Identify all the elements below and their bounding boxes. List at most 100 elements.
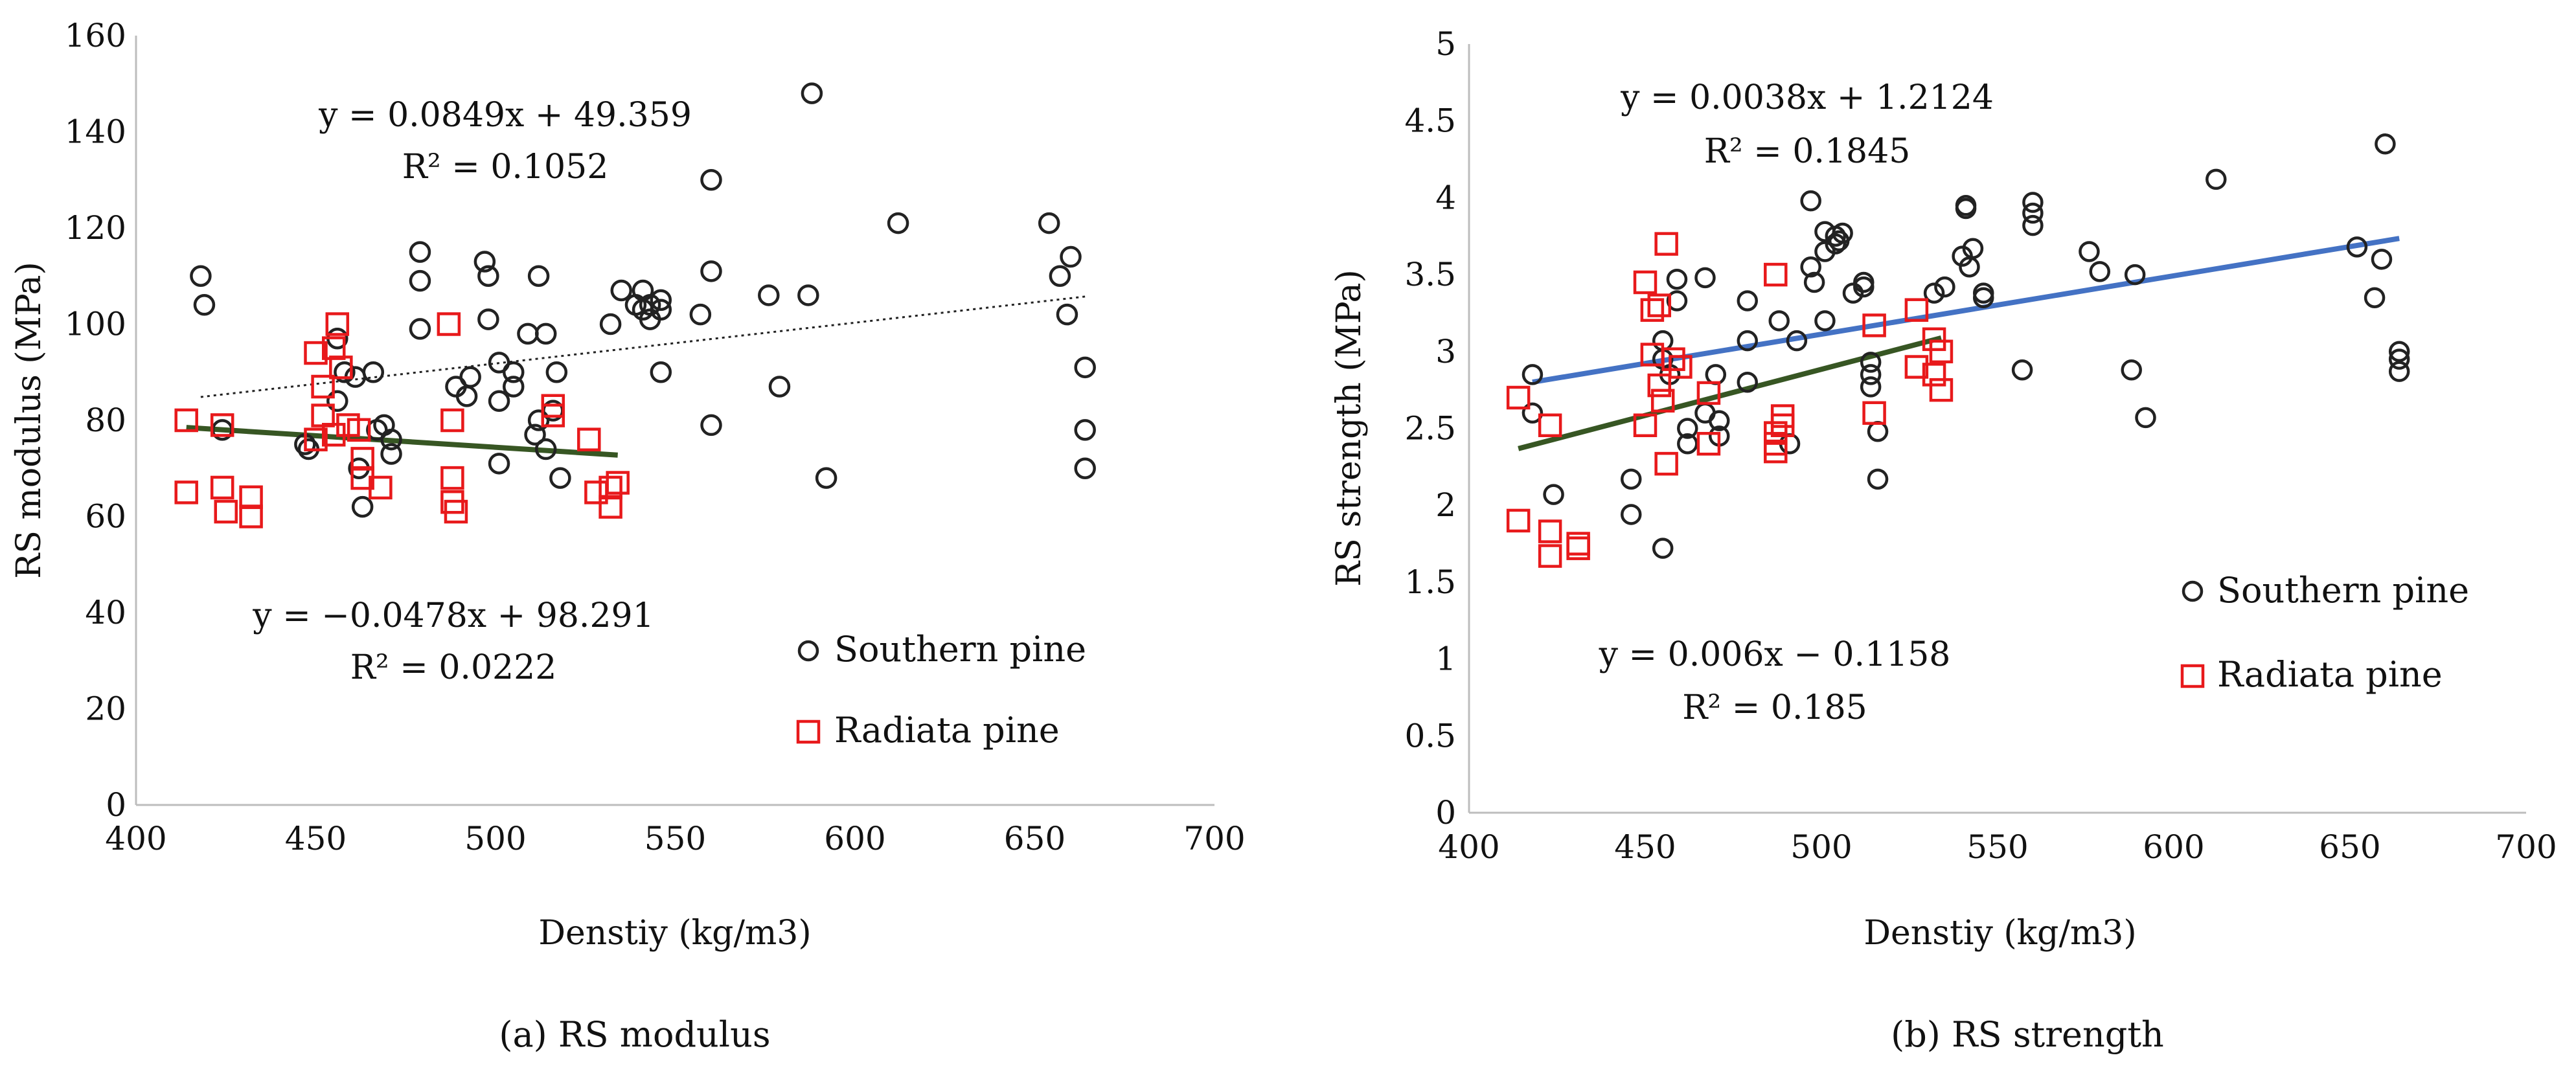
point-southern-pine <box>1522 402 1544 424</box>
y-tick-label: 3 <box>1435 333 1456 370</box>
point-southern-pine <box>639 294 661 316</box>
x-tick-label: 400 <box>1438 828 1499 866</box>
legend-label-radiata-pine: Radiata pine <box>834 710 1060 751</box>
y-tick-label: 20 <box>85 690 126 728</box>
y-tick-label: 0 <box>106 786 126 824</box>
point-southern-pine <box>1962 238 1984 259</box>
point-southern-pine <box>1060 245 1082 268</box>
point-southern-pine <box>689 303 712 326</box>
point-southern-pine <box>527 265 550 287</box>
point-southern-pine <box>2022 214 2044 236</box>
point-southern-pine <box>1800 190 1821 212</box>
point-southern-pine <box>2079 241 2100 262</box>
trendlines <box>1518 236 2400 451</box>
point-radiata-pine <box>1538 413 1562 438</box>
point-radiata-pine <box>210 475 234 500</box>
point-radiata-pine <box>1633 270 1658 295</box>
legend: Southern pine Radiata pine <box>796 629 1086 751</box>
point-southern-pine <box>2364 287 2386 308</box>
point-radiata-pine <box>1654 232 1678 256</box>
point-southern-pine <box>380 428 402 451</box>
point-southern-pine <box>2388 341 2410 363</box>
point-radiata-pine <box>440 408 464 433</box>
point-radiata-pine <box>1566 536 1590 560</box>
legend-marker-southern-pine <box>2182 580 2204 602</box>
point-southern-pine <box>1832 222 1853 244</box>
point-southern-pine <box>2011 359 2033 381</box>
point-southern-pine <box>1708 410 1730 431</box>
point-radiata-pine <box>239 504 263 528</box>
legend-marker-southern-pine <box>797 640 819 662</box>
x-tick-labels: 400 450 500 550 600 650 700 <box>1438 828 2557 866</box>
point-southern-pine <box>1768 310 1790 332</box>
legend-label-radiata-pine: Radiata pine <box>2217 654 2443 695</box>
y-tick-label: 1 <box>1435 640 1456 678</box>
point-radiata-pine <box>437 312 461 336</box>
point-southern-pine <box>650 289 672 311</box>
point-radiata-pine <box>1929 378 1954 402</box>
point-radiata-pine <box>1506 385 1531 410</box>
point-southern-pine <box>768 376 791 398</box>
point-radiata-pine <box>444 499 468 524</box>
point-southern-pine <box>1934 276 1955 298</box>
x-tick-label: 550 <box>1966 828 2028 866</box>
point-radiata-pine <box>304 427 328 451</box>
x-tick-label: 500 <box>1790 828 1852 866</box>
point-radiata-pine <box>210 413 234 437</box>
point-southern-pine <box>503 361 525 383</box>
point-radiata-pine <box>1929 339 1954 364</box>
point-southern-pine <box>1677 433 1698 455</box>
y-tick-label: 3.5 <box>1404 256 1456 293</box>
point-southern-pine <box>477 308 499 330</box>
x-axis-label: Denstiy (kg/m3) <box>538 914 811 953</box>
x-tick-label: 650 <box>2319 828 2380 866</box>
point-southern-pine <box>2388 361 2410 382</box>
point-southern-pine <box>1677 418 1698 439</box>
point-southern-pine <box>1074 457 1096 479</box>
y-tick-label: 4.5 <box>1404 102 1456 140</box>
point-southern-pine <box>2388 348 2410 370</box>
y-axis-label: RS modulus (MPa) <box>10 262 49 579</box>
point-southern-pine <box>193 294 216 316</box>
y-tick-label: 0 <box>1435 794 1456 832</box>
point-southern-pine <box>610 279 632 302</box>
trendline-equation-southern-pine: y = 0.0849x + 49.359 <box>318 96 692 135</box>
x-tick-label: 600 <box>824 820 885 857</box>
trendline-equation-radiata-pine: y = 0.006x − 0.1158 <box>1599 635 1951 674</box>
legend-marker-radiata-pine <box>796 719 821 744</box>
x-tick-label: 500 <box>464 820 526 857</box>
point-radiata-pine <box>214 499 238 524</box>
point-southern-pine <box>409 318 431 340</box>
point-southern-pine <box>1620 504 1642 525</box>
point-southern-pine <box>1923 282 1945 304</box>
point-radiata-pine <box>1661 347 1685 371</box>
point-radiata-pine <box>322 336 346 360</box>
point-radiata-pine <box>1647 293 1672 317</box>
point-southern-pine <box>1825 233 1847 255</box>
trendlines <box>186 295 1086 458</box>
chart-rs-strength: 0 0.5 1 1.5 2 2.5 3 3.5 4 4.5 5 400 450 500 550 600 650… <box>1330 25 2557 1055</box>
point-southern-pine <box>797 284 819 306</box>
point-southern-pine <box>1038 212 1060 234</box>
point-radiata-pine <box>1654 451 1678 476</box>
point-southern-pine <box>2375 133 2396 155</box>
point-southern-pine <box>1867 420 1889 442</box>
point-southern-pine <box>549 467 571 489</box>
point-radiata-pine <box>1764 262 1788 287</box>
caption-b: (b) RS strength <box>1891 1014 2164 1055</box>
y-tick-label: 100 <box>65 306 126 343</box>
point-southern-pine <box>409 241 431 263</box>
legend-marker-radiata-pine <box>2180 664 2205 688</box>
point-radiata-pine <box>325 312 350 336</box>
y-tick-label: 160 <box>65 17 126 54</box>
y-tick-label: 5 <box>1435 25 1456 63</box>
y-tick-label: 40 <box>85 594 126 631</box>
point-southern-pine <box>2135 407 2156 429</box>
point-southern-pine <box>758 284 780 306</box>
point-southern-pine <box>1786 330 1808 352</box>
data-points <box>174 82 1096 528</box>
x-tick-label: 600 <box>2143 828 2204 866</box>
point-southern-pine <box>473 251 496 273</box>
point-southern-pine <box>1737 372 1759 393</box>
point-radiata-pine <box>1633 413 1658 438</box>
